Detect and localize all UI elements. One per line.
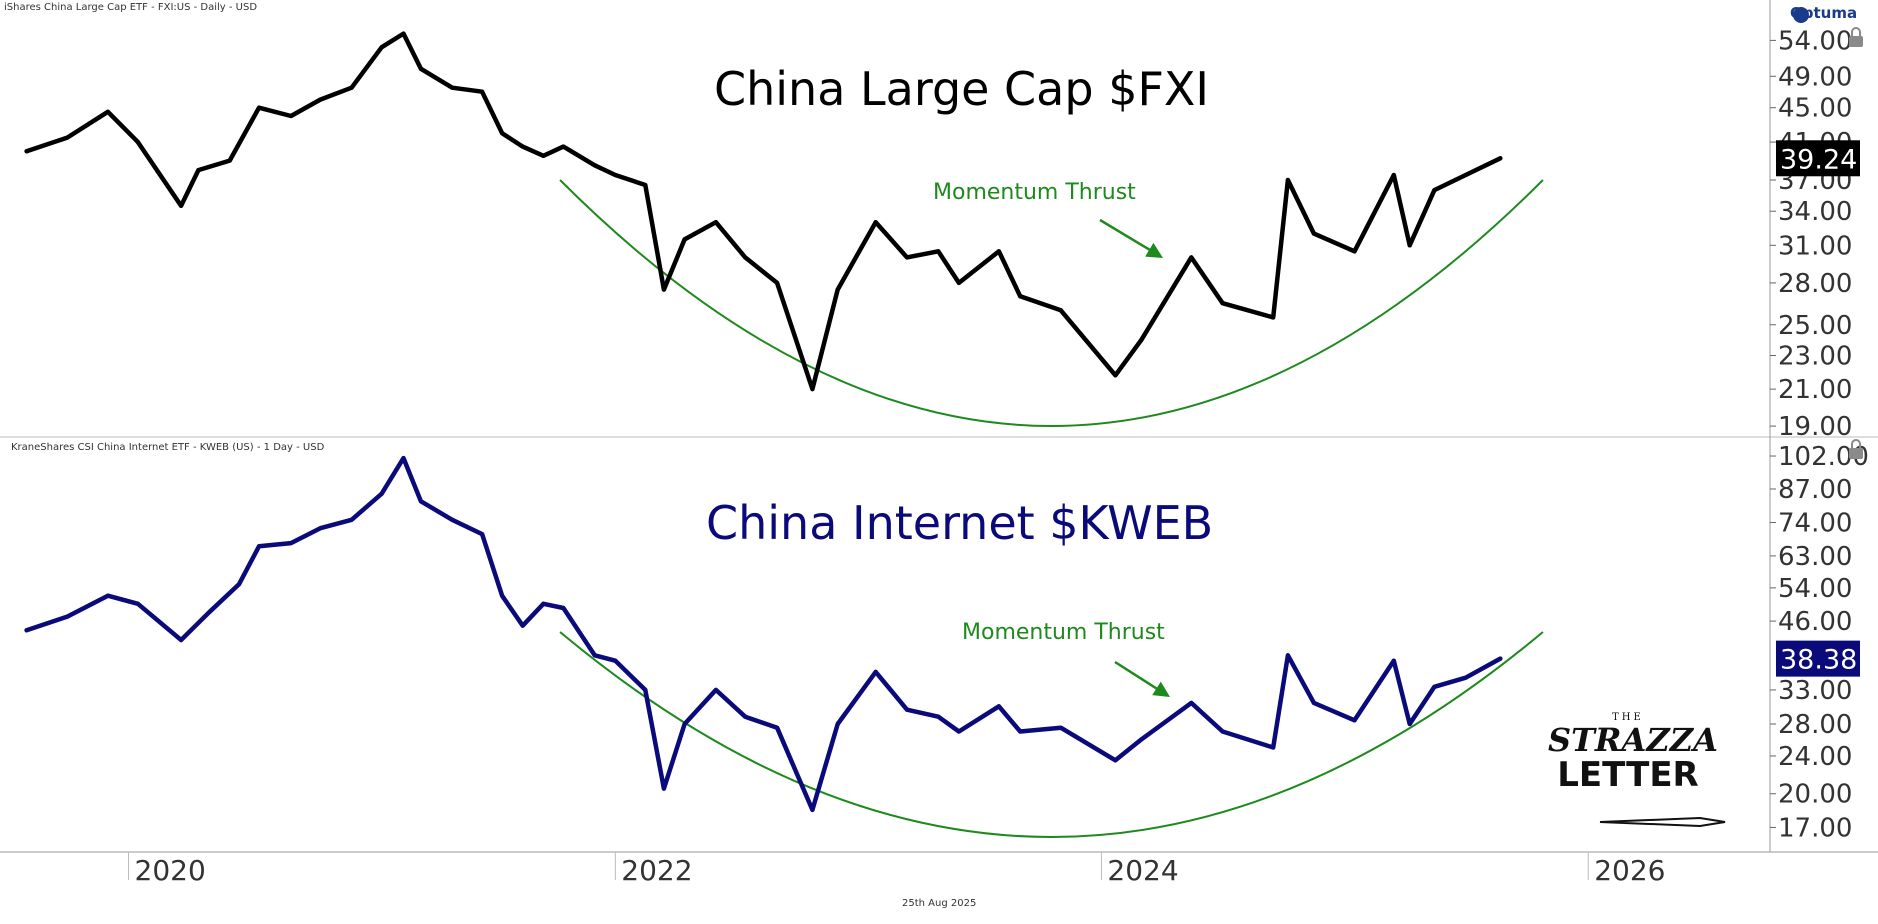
y-tick-label: 24.00 <box>1778 742 1852 772</box>
x-tick-label: 2024 <box>1107 854 1178 887</box>
kweb-momentum-annotation: Momentum Thrust <box>962 620 1165 645</box>
y-tick-label: 46.00 <box>1778 607 1852 637</box>
last-value-tag <box>1776 140 1860 177</box>
footer-date: 25th Aug 2025 <box>902 898 977 909</box>
y-tick-label: 28.00 <box>1778 710 1852 740</box>
last-value-label: 38.38 <box>1780 645 1857 676</box>
y-tick-label: 31.00 <box>1778 231 1852 261</box>
y-tick-label: 33.00 <box>1778 676 1852 706</box>
y-tick-label: 87.00 <box>1778 475 1852 505</box>
y-tick-label: 54.00 <box>1778 574 1852 604</box>
y-tick-label: 21.00 <box>1778 375 1852 405</box>
x-tick-label: 2020 <box>135 854 206 887</box>
y-tick-label: 54.00 <box>1778 26 1852 56</box>
kweb-chart-title: China Internet $KWEB <box>706 496 1214 550</box>
rounding-bottom-arc <box>559 179 1544 427</box>
y-tick-label: 28.00 <box>1778 269 1852 299</box>
y-tick-label: 49.00 <box>1778 62 1852 92</box>
logo-line-3: LETTER <box>1557 755 1699 795</box>
logo-pen-icon <box>1599 816 1726 828</box>
lock-icon <box>1849 448 1863 459</box>
x-tick-label: 2026 <box>1594 854 1665 887</box>
annotation-arrow <box>1114 660 1163 694</box>
logo-line-2: STRAZZA <box>1548 721 1718 759</box>
lock-shackle <box>1851 439 1861 448</box>
y-tick-label: 45.00 <box>1778 94 1852 124</box>
top-chart-source-label: iShares China Large Cap ETF - FXI:US - D… <box>4 2 258 13</box>
strazza-letter-logo: THE STRAZZA LETTER <box>1548 712 1718 795</box>
lock-shackle <box>1851 27 1861 36</box>
y-tick-label: 19.00 <box>1778 412 1852 442</box>
y-tick-label: 20.00 <box>1778 780 1852 810</box>
y-tick-label: 74.00 <box>1778 509 1852 539</box>
brand-icon <box>1793 7 1809 23</box>
y-tick-label: 25.00 <box>1778 311 1852 341</box>
fxi-momentum-annotation: Momentum Thrust <box>933 180 1136 205</box>
fxi-chart-title: China Large Cap $FXI <box>714 62 1209 116</box>
last-value-tag <box>1776 640 1860 677</box>
last-value-label: 39.24 <box>1780 144 1857 175</box>
price-line <box>24 455 1503 813</box>
annotation-arrowhead <box>1152 681 1170 697</box>
logo-line-1: THE <box>1612 712 1644 723</box>
annotation-arrow <box>1099 218 1156 255</box>
brand-name: Optuma <box>1790 4 1858 22</box>
bottom-chart-source-label: KraneShares CSI China Internet ETF - KWE… <box>11 442 325 453</box>
y-tick-label: 63.00 <box>1778 542 1852 572</box>
x-tick-label: 2022 <box>621 854 692 887</box>
y-tick-label: 34.00 <box>1778 197 1852 227</box>
rounding-bottom-arc <box>559 631 1544 838</box>
price-line <box>24 31 1503 392</box>
y-tick-label: 23.00 <box>1778 342 1852 372</box>
lock-icon <box>1849 36 1863 47</box>
annotation-arrowhead <box>1145 242 1163 258</box>
y-tick-label: 17.00 <box>1778 813 1852 843</box>
